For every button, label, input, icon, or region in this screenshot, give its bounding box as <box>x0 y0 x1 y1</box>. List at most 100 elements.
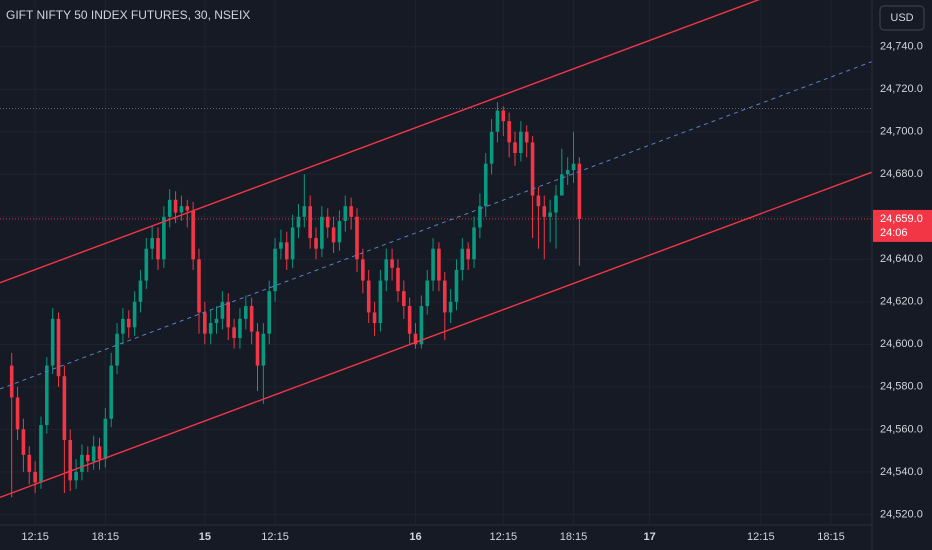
candle-body <box>220 301 225 319</box>
candle-body <box>396 267 400 292</box>
candle-body <box>197 259 201 313</box>
candle-body <box>15 397 20 430</box>
candle-body <box>372 312 377 324</box>
candle-body <box>261 333 266 366</box>
candle-body <box>302 206 307 217</box>
candle-body <box>425 280 430 307</box>
candle-body <box>179 206 184 213</box>
candle-body <box>91 446 96 462</box>
candle-body <box>296 216 301 228</box>
candle-body <box>33 471 37 483</box>
candle-body <box>39 425 43 483</box>
candle-body <box>50 318 55 366</box>
candle-body <box>243 306 248 319</box>
x-tick-label: 18:15 <box>92 531 120 543</box>
candle-body <box>232 327 236 338</box>
y-tick-label: 24,540.0 <box>880 466 923 478</box>
candle-body <box>478 206 482 228</box>
candle-body <box>530 142 535 196</box>
candle-body <box>466 248 470 260</box>
candle-body <box>390 259 394 268</box>
candle-body <box>45 365 49 426</box>
candle-body <box>571 163 576 171</box>
chart-title: GIFT NIFTY 50 INDEX FUTURES, 30, NSEIX <box>6 8 250 22</box>
candle-body <box>144 248 149 281</box>
candle-body <box>9 365 14 398</box>
currency-label[interactable]: USD <box>890 12 913 24</box>
candle-body <box>150 238 154 249</box>
candle-body <box>349 206 353 217</box>
candle-body <box>138 280 143 302</box>
x-tick-label: 12:15 <box>21 531 49 543</box>
candle-body <box>448 301 453 313</box>
y-tick-label: 24,520.0 <box>880 508 923 520</box>
y-tick-label: 24,580.0 <box>880 381 923 393</box>
candle-body <box>513 142 517 154</box>
candle-body <box>565 170 570 175</box>
y-tick-label: 24,620.0 <box>880 296 923 308</box>
candle-body <box>191 210 195 260</box>
candle-body <box>56 318 61 377</box>
candle-body <box>203 312 207 334</box>
candle-body <box>97 446 102 460</box>
channel-line <box>0 61 873 390</box>
candle-body <box>524 131 529 143</box>
currency-button[interactable] <box>879 5 925 31</box>
candle-body <box>27 454 32 472</box>
candle-body <box>355 216 359 260</box>
candle-body <box>361 259 365 281</box>
candle-body <box>308 206 312 239</box>
candle-body <box>314 238 318 249</box>
candle-body <box>238 318 242 338</box>
candle-body <box>437 248 441 281</box>
candle-body <box>331 227 336 243</box>
candle-body <box>214 318 219 324</box>
y-tick-label: 24,600.0 <box>880 338 923 350</box>
candle-body <box>337 221 342 243</box>
x-tick-label: 12:15 <box>261 531 289 543</box>
candle-body <box>407 306 412 334</box>
candle-body <box>68 439 73 481</box>
candle-body <box>121 318 125 334</box>
candle-body <box>156 238 160 260</box>
candle-body <box>577 163 582 219</box>
candle-body <box>560 174 564 196</box>
candle-body <box>366 280 371 313</box>
y-tick-label: 24,640.0 <box>880 253 923 265</box>
channel-line <box>0 171 873 499</box>
candle-body <box>489 131 494 164</box>
candle-body <box>255 331 260 366</box>
x-tick-label: 18:15 <box>560 531 588 543</box>
candle-body <box>413 333 418 345</box>
candle-body <box>80 454 84 472</box>
candle-body <box>431 248 435 281</box>
x-tick-label: 16 <box>409 531 421 543</box>
x-tick-label: 12:15 <box>747 531 775 543</box>
candle-body <box>442 280 447 313</box>
x-tick-label: 12:15 <box>490 531 518 543</box>
candle-body <box>62 376 67 440</box>
candle-body <box>126 318 131 328</box>
candle-body <box>115 333 119 366</box>
candle-body <box>419 306 424 345</box>
candle-body <box>267 291 272 334</box>
candle-body <box>519 131 523 154</box>
y-tick-label: 24,560.0 <box>880 423 923 435</box>
candle-body <box>536 195 541 207</box>
candle-body <box>554 195 558 213</box>
candle-body <box>378 280 383 324</box>
candle-body <box>173 199 178 213</box>
candle-body <box>249 306 254 332</box>
candle-body <box>132 301 137 328</box>
candle-body <box>483 163 488 207</box>
candle-body <box>542 206 547 217</box>
candle-body <box>472 227 476 260</box>
candle-body <box>273 248 277 292</box>
candle-body <box>21 429 26 455</box>
candle-body <box>167 199 172 217</box>
candle-body <box>208 323 213 334</box>
candle-body <box>325 216 330 228</box>
channel-line <box>0 0 761 284</box>
candle-body <box>343 206 348 222</box>
